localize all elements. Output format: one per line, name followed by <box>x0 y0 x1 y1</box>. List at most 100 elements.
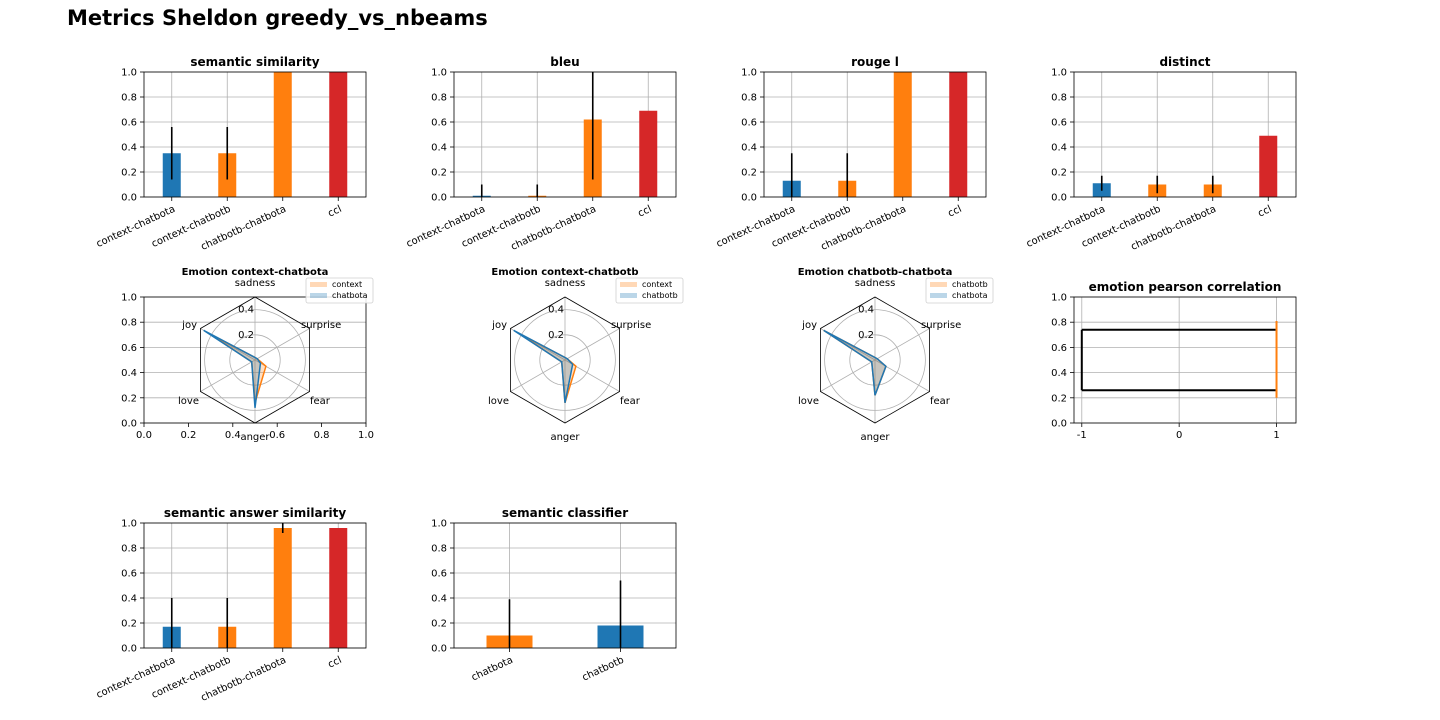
panel-title: emotion pearson correlation <box>1089 280 1282 294</box>
x-tick-label: ccl <box>326 204 343 220</box>
x-tick-label: 0.2 <box>180 430 196 441</box>
bar-ccl <box>329 528 348 648</box>
bar-chatbotb-chatbota <box>273 528 292 648</box>
y-tick-label: 0.8 <box>121 544 137 555</box>
x-tick-label: ccl <box>326 655 343 671</box>
y-tick-label: 0.4 <box>1051 368 1067 379</box>
panel-semantic-classifier: 0.0 0.2 0.4 0.6 0.8 1.0 chatbota chatbotb semant… <box>431 506 677 684</box>
radial-tick-label: 0.4 <box>238 305 254 316</box>
legend-box <box>305 277 374 304</box>
radial-spoke <box>200 359 256 392</box>
radar-axis-label: love <box>798 396 819 407</box>
panel-emotion-context-chatbotb: 0.2 0.4 sadness surprise fear anger love joy con… <box>488 267 684 443</box>
x-tick-label: chatbota <box>470 655 515 684</box>
x-tick-label: ccl <box>1256 204 1273 220</box>
y-tick-label: 0.6 <box>121 569 137 580</box>
x-tick-label: ccl <box>946 204 963 220</box>
axes-frame <box>453 522 677 649</box>
y-tick-label: 0.0 <box>121 419 137 430</box>
panel-emotion-pearson-correlation: -1 0 1 0.0 0.2 0.4 0.6 0.8 1.0 emotion pearson co… <box>1051 280 1297 441</box>
y-tick-label: 1.0 <box>1051 293 1067 304</box>
x-tick-label: 0.0 <box>136 430 152 441</box>
legend-label: context <box>332 280 362 289</box>
radar-series-chatbotb <box>513 329 574 403</box>
y-tick-label: 1.0 <box>121 293 137 304</box>
panel-title: Emotion chatbotb-chatbota <box>798 267 953 278</box>
y-tick-label: 0.4 <box>1051 143 1067 154</box>
y-tick-label: 0.4 <box>431 143 447 154</box>
radar-axis-label: anger <box>240 432 270 443</box>
axes-frame <box>1073 71 1297 198</box>
y-tick-label: 0.6 <box>741 118 757 129</box>
radial-spoke <box>820 359 876 392</box>
radar-axis-label: sadness <box>855 278 896 289</box>
legend-label: chatbota <box>332 291 368 300</box>
x-tick-label: 0.4 <box>225 430 241 441</box>
axes-frame <box>763 71 987 198</box>
y-tick-label: 0.6 <box>1051 343 1067 354</box>
y-tick-label: 0.0 <box>741 193 757 204</box>
legend-swatch <box>930 282 947 287</box>
radar-axis-label: joy <box>181 320 197 331</box>
radial-spoke <box>874 328 930 361</box>
radar-axis-label: love <box>178 396 199 407</box>
radial-tick-label: 0.2 <box>548 330 564 341</box>
x-tick-label: 0.6 <box>269 430 285 441</box>
y-tick-label: 0.0 <box>1051 419 1067 430</box>
panel-semantic-similarity: 0.00.20.40.60.81.0context-chatbotacontex… <box>95 55 367 253</box>
legend-swatch <box>310 282 327 287</box>
radar-axis-label: anger <box>550 432 580 443</box>
bar-ccl <box>639 110 658 197</box>
radar-axis-label: surprise <box>301 320 341 331</box>
radar-axis-label: fear <box>930 396 951 407</box>
figure-title: Metrics Sheldon greedy_vs_nbeams <box>67 6 488 30</box>
y-tick-label: 0.6 <box>121 343 137 354</box>
radial-tick-label: 0.2 <box>858 330 874 341</box>
radar-series-chatbota <box>823 329 887 396</box>
radar-axis-label: surprise <box>611 320 651 331</box>
bar-ccl <box>329 72 348 197</box>
radar-series-chatbota <box>203 329 262 408</box>
y-tick-label: 0.2 <box>121 619 137 630</box>
y-tick-label: 0.2 <box>1051 168 1067 179</box>
radar-frame <box>200 296 310 424</box>
panel-emotion-context-chatbota: 0.0 0.2 0.4 0.6 0.8 1.0 0.0 0.2 0.4 0.6 0.8 1.0 0.2 0… <box>121 267 374 443</box>
x-tick-label: -1 <box>1077 430 1087 441</box>
x-tick-label: 0.8 <box>314 430 330 441</box>
y-tick-label: 0.4 <box>741 143 757 154</box>
panel-title: semantic answer similarity <box>164 506 347 520</box>
y-tick-label: 0.8 <box>431 93 447 104</box>
radar-axis-label: joy <box>801 320 817 331</box>
panel-emotion-chatbotb-chatbota: 0.2 0.4 sadness surprise fear anger love joy cha… <box>798 267 994 443</box>
y-tick-label: 1.0 <box>121 519 137 530</box>
axes-frame <box>143 522 367 649</box>
x-tick-label: 1.0 <box>358 430 374 441</box>
radar-axis-label: love <box>488 396 509 407</box>
panel-distinct: 0.00.20.40.60.81.0context-chatbotacontex… <box>1025 55 1297 253</box>
panel-title: Emotion context-chatbotb <box>491 267 638 278</box>
radial-spoke <box>510 359 566 392</box>
y-tick-label: 0.0 <box>431 193 447 204</box>
y-tick-label: 0.6 <box>431 118 447 129</box>
x-tick-label: chatbotb <box>581 655 626 684</box>
radar-frame <box>820 296 930 424</box>
bar-ccl <box>1259 135 1278 197</box>
y-tick-label: 1.0 <box>431 519 447 530</box>
legend-label: chatbotb <box>952 280 988 289</box>
y-tick-label: 0.8 <box>1051 318 1067 329</box>
radial-tick-label: 0.2 <box>238 330 254 341</box>
y-tick-label: 0.6 <box>1051 118 1067 129</box>
y-tick-label: 0.8 <box>121 318 137 329</box>
legend-swatch <box>620 293 637 298</box>
radial-tick-label: 0.4 <box>548 305 564 316</box>
y-tick-label: 1.0 <box>121 68 137 79</box>
panel-title: semantic similarity <box>190 55 319 69</box>
x-tick-label: ccl <box>636 204 653 220</box>
x-tick-label: 0 <box>1176 430 1182 441</box>
radial-spoke <box>254 328 310 361</box>
y-tick-label: 0.2 <box>121 168 137 179</box>
y-tick-label: 0.0 <box>1051 193 1067 204</box>
radar-axis-label: sadness <box>545 278 586 289</box>
y-tick-label: 0.4 <box>121 594 137 605</box>
radar-frame <box>510 296 620 424</box>
